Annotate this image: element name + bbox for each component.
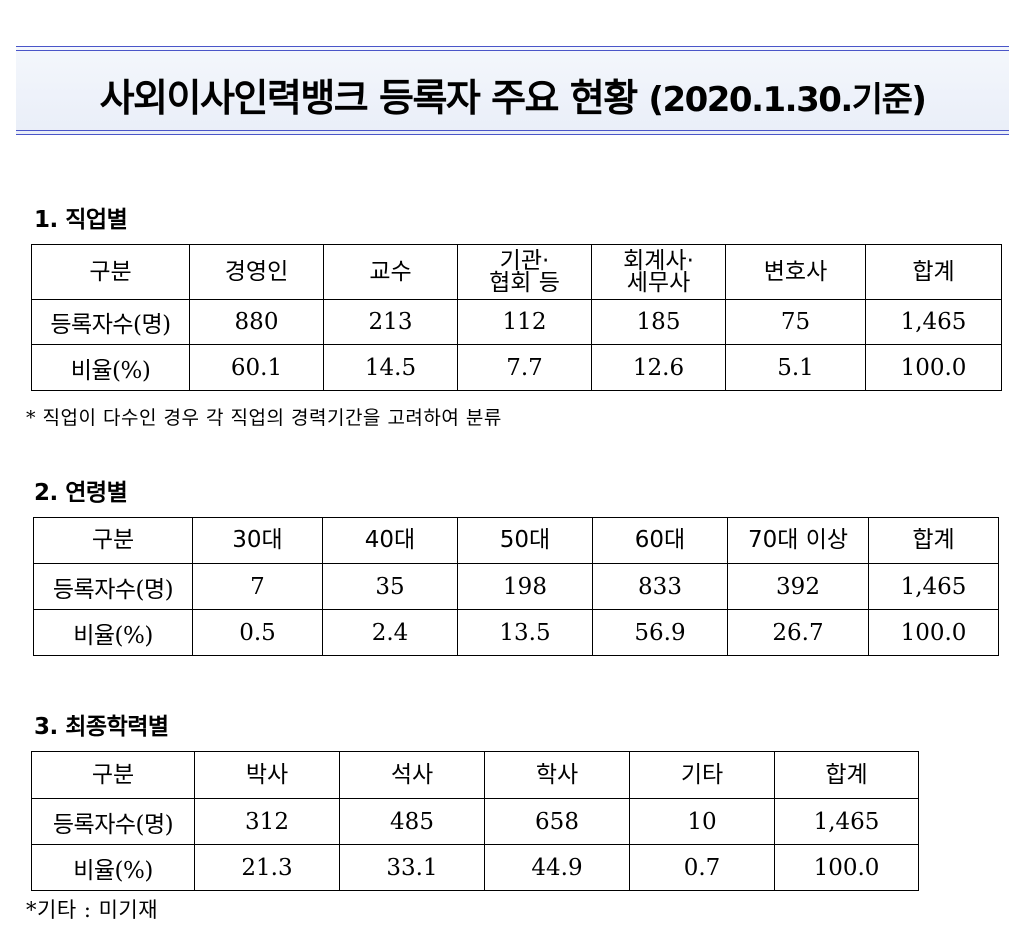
ratio-cell: 7.7 (457, 344, 592, 391)
title-banner: 사외이사인력뱅크 등록자 주요 현황 (2020.1.30.기준) (16, 46, 1009, 135)
table-row: 비율(%) 60.1 14.5 7.7 12.6 5.1 100.0 (31, 344, 1002, 391)
header-cell: 합계 (865, 244, 1002, 300)
table-header-row: 구분 박사 석사 학사 기타 합계 (31, 751, 919, 799)
section-heading-education: 3. 최종학력별 (34, 714, 169, 740)
occupation-table: 구분 경영인 교수 기관· 협회 등 회계사· 세무사 변호사 합계 등록자수(명)… (31, 244, 1002, 391)
header-cell: 30대 (192, 517, 323, 564)
ratio-cell: 0.5 (192, 609, 323, 656)
count-cell: 833 (592, 563, 728, 610)
page-title-date: (2020.1.30.기준) (648, 80, 927, 120)
age-table: 구분 30대 40대 50대 60대 70대 이상 합계 등록자수(명) 7 3… (33, 517, 999, 656)
count-cell: 312 (194, 798, 340, 845)
table-row: 등록자수(명) 880 213 112 185 75 1,465 (31, 299, 1002, 345)
table-header-row: 구분 경영인 교수 기관· 협회 등 회계사· 세무사 변호사 합계 (31, 244, 1002, 300)
page-title: 사외이사인력뱅크 등록자 주요 현황 (2020.1.30.기준) (16, 67, 1009, 122)
header-cell: 회계사· 세무사 (591, 244, 726, 300)
education-table: 구분 박사 석사 학사 기타 합계 등록자수(명) 312 485 658 10… (31, 751, 919, 891)
page-title-main: 사외이사인력뱅크 등록자 주요 현황 (99, 76, 639, 120)
count-cell: 213 (323, 299, 458, 345)
count-cell: 75 (725, 299, 866, 345)
ratio-cell: 100.0 (774, 844, 919, 891)
ratio-cell: 12.6 (591, 344, 726, 391)
table-header-row: 구분 30대 40대 50대 60대 70대 이상 합계 (33, 517, 999, 564)
header-cell: 박사 (194, 751, 340, 799)
header-cell: 변호사 (725, 244, 866, 300)
ratio-cell: 0.7 (629, 844, 775, 891)
education-footnote: *기타 : 미기재 (26, 898, 159, 922)
count-cell: 658 (484, 798, 630, 845)
row-label-count: 등록자수(명) (31, 299, 190, 345)
table-row: 등록자수(명) 312 485 658 10 1,465 (31, 798, 919, 845)
ratio-cell: 2.4 (322, 609, 458, 656)
ratio-cell: 100.0 (865, 344, 1002, 391)
row-label-category: 구분 (33, 517, 193, 564)
count-cell: 185 (591, 299, 726, 345)
occupation-footnote: * 직업이 다수인 경우 각 직업의 경력기간을 고려하여 분류 (26, 407, 502, 429)
table-row: 비율(%) 0.5 2.4 13.5 56.9 26.7 100.0 (33, 609, 999, 656)
header-cell: 학사 (484, 751, 630, 799)
header-cell: 40대 (322, 517, 458, 564)
ratio-cell: 56.9 (592, 609, 728, 656)
row-label-category: 구분 (31, 244, 190, 300)
row-label-count: 등록자수(명) (31, 798, 195, 845)
count-cell: 485 (339, 798, 485, 845)
header-cell: 50대 (457, 517, 593, 564)
table-row: 등록자수(명) 7 35 198 833 392 1,465 (33, 563, 999, 610)
count-cell: 1,465 (774, 798, 919, 845)
row-label-ratio: 비율(%) (31, 344, 190, 391)
header-cell: 합계 (774, 751, 919, 799)
ratio-cell: 26.7 (727, 609, 869, 656)
row-label-ratio: 비율(%) (33, 609, 193, 656)
section-heading-occupation: 1. 직업별 (34, 207, 128, 233)
count-cell: 35 (322, 563, 458, 610)
row-label-count: 등록자수(명) (33, 563, 193, 610)
count-cell: 7 (192, 563, 323, 610)
ratio-cell: 21.3 (194, 844, 340, 891)
count-cell: 1,465 (865, 299, 1002, 345)
count-cell: 198 (457, 563, 593, 610)
section-heading-age: 2. 연령별 (34, 480, 128, 506)
header-cell: 기관· 협회 등 (457, 244, 592, 300)
count-cell: 392 (727, 563, 869, 610)
header-cell: 석사 (339, 751, 485, 799)
count-cell: 112 (457, 299, 592, 345)
table-row: 비율(%) 21.3 33.1 44.9 0.7 100.0 (31, 844, 919, 891)
header-cell: 교수 (323, 244, 458, 300)
header-cell: 기타 (629, 751, 775, 799)
ratio-cell: 100.0 (868, 609, 999, 656)
count-cell: 10 (629, 798, 775, 845)
ratio-cell: 14.5 (323, 344, 458, 391)
ratio-cell: 13.5 (457, 609, 593, 656)
count-cell: 1,465 (868, 563, 999, 610)
header-cell: 경영인 (189, 244, 324, 300)
header-cell: 70대 이상 (727, 517, 869, 564)
row-label-category: 구분 (31, 751, 195, 799)
header-cell: 합계 (868, 517, 999, 564)
ratio-cell: 60.1 (189, 344, 324, 391)
ratio-cell: 5.1 (725, 344, 866, 391)
header-cell: 60대 (592, 517, 728, 564)
ratio-cell: 33.1 (339, 844, 485, 891)
count-cell: 880 (189, 299, 324, 345)
ratio-cell: 44.9 (484, 844, 630, 891)
row-label-ratio: 비율(%) (31, 844, 195, 891)
